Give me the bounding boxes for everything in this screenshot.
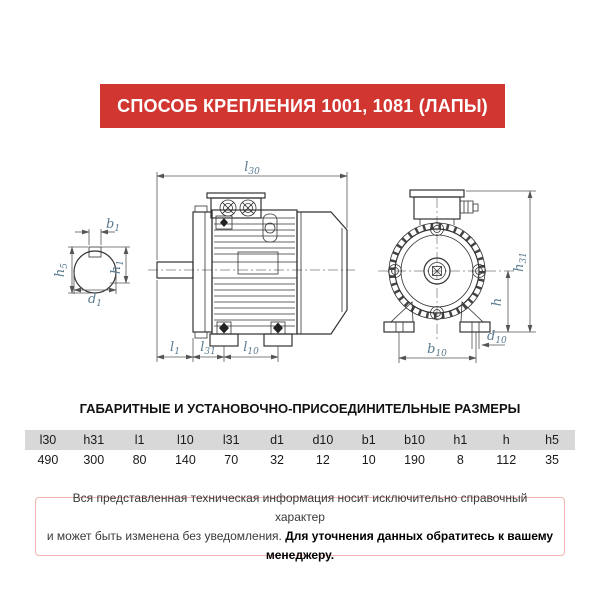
dim-label-b10: b10 — [427, 342, 447, 359]
table-header-row: l30 h31 l1 l10 l31 d1 d10 b1 b10 h1 h h5 — [25, 430, 575, 450]
dim-label-h31: h31 — [512, 252, 529, 272]
table-header-cell: h5 — [529, 430, 575, 450]
terminal-box-front — [409, 189, 479, 225]
dim-label-h5: h5 — [53, 263, 70, 277]
table-value-cell: 190 — [404, 453, 425, 467]
mounting-type-banner: СПОСОБ КРЕПЛЕНИЯ 1001, 1081 (ЛАПЫ) — [100, 84, 505, 128]
table-header-cell: l31 — [208, 430, 255, 450]
dimension-labels: l30 b1 h5 h1 d1 l1 l31 l10 h31 h d10 b10 — [53, 160, 529, 359]
nameplate — [237, 251, 279, 275]
disclaimer-box: Вся представленная техническая информаци… — [35, 491, 565, 562]
disclaimer-bold: Для уточнения данных обратитесь к вашему… — [265, 528, 554, 562]
dim-label-d10: d10 — [487, 329, 507, 346]
table-values-row: 490 300 80 140 70 32 12 10 190 8 112 35 — [25, 450, 575, 470]
table-value-cell: 12 — [315, 453, 330, 467]
cooling-ribs — [389, 223, 485, 319]
dim-label-h: h — [490, 298, 505, 306]
shaft-section-detail — [68, 229, 130, 294]
dim-label-l10: l10 — [243, 340, 259, 357]
table-header-cell: l1 — [116, 430, 163, 450]
table-value-cell: 140 — [174, 453, 196, 467]
dim-label-l1: l1 — [170, 340, 180, 357]
motor-front-view — [378, 189, 536, 363]
cable-gland — [239, 199, 257, 217]
dim-label-b1: b1 — [106, 217, 120, 234]
dim-label-h1: h1 — [109, 260, 126, 274]
table-header-cell: h31 — [70, 430, 117, 450]
lifting-eye — [262, 213, 278, 243]
table-value-cell: 32 — [270, 453, 284, 467]
table-value-cell: 35 — [545, 453, 559, 467]
terminal-box-side — [206, 192, 266, 219]
motor-side-view — [148, 172, 355, 362]
dimensions-section-title: ГАБАРИТНЫЕ И УСТАНОВОЧНО-ПРИСОЕДИНИТЕЛЬН… — [79, 401, 521, 416]
table-value-cell: 70 — [224, 453, 239, 467]
table-value-cell: 300 — [83, 453, 105, 467]
table-header-cell: l10 — [162, 430, 209, 450]
table-header-cell: d1 — [254, 430, 300, 450]
dim-label-l31: l31 — [200, 340, 216, 357]
disclaimer-line2: и может быть изменена без уведомления. — [46, 528, 286, 543]
table-value-cell: 112 — [496, 453, 517, 467]
dim-label-l30: l30 — [244, 160, 260, 177]
table-header-cell: b1 — [345, 430, 392, 450]
disclaimer-line1: Вся представленная техническая информаци… — [72, 490, 528, 524]
technical-drawing: l30 b1 h5 h1 d1 l1 l31 l10 h31 h d10 b10 — [53, 160, 536, 363]
table-header-cell: h — [483, 430, 530, 450]
table-header-cell: d10 — [299, 430, 346, 450]
bolt-mark — [220, 218, 228, 227]
disclaimer-text: Вся представленная техническая информаци… — [46, 489, 554, 565]
table-header-cell: b10 — [391, 430, 438, 450]
dimensions-table: l30 h31 l1 l10 l31 d1 d10 b1 b10 h1 h h5… — [25, 430, 575, 470]
banner-title: СПОСОБ КРЕПЛЕНИЯ 1001, 1081 (ЛАПЫ) — [117, 95, 488, 116]
table-value-cell: 8 — [456, 453, 464, 467]
table-value-cell: 80 — [132, 453, 147, 467]
table-header-cell: l30 — [25, 430, 71, 450]
cable-gland — [219, 199, 237, 217]
fan-cowl — [296, 211, 348, 335]
table-value-cell: 10 — [361, 453, 376, 467]
table-value-cell: 490 — [37, 453, 59, 467]
cable-entry — [459, 200, 474, 214]
dim-label-d1: d1 — [88, 292, 102, 309]
table-header-cell: h1 — [437, 430, 484, 450]
